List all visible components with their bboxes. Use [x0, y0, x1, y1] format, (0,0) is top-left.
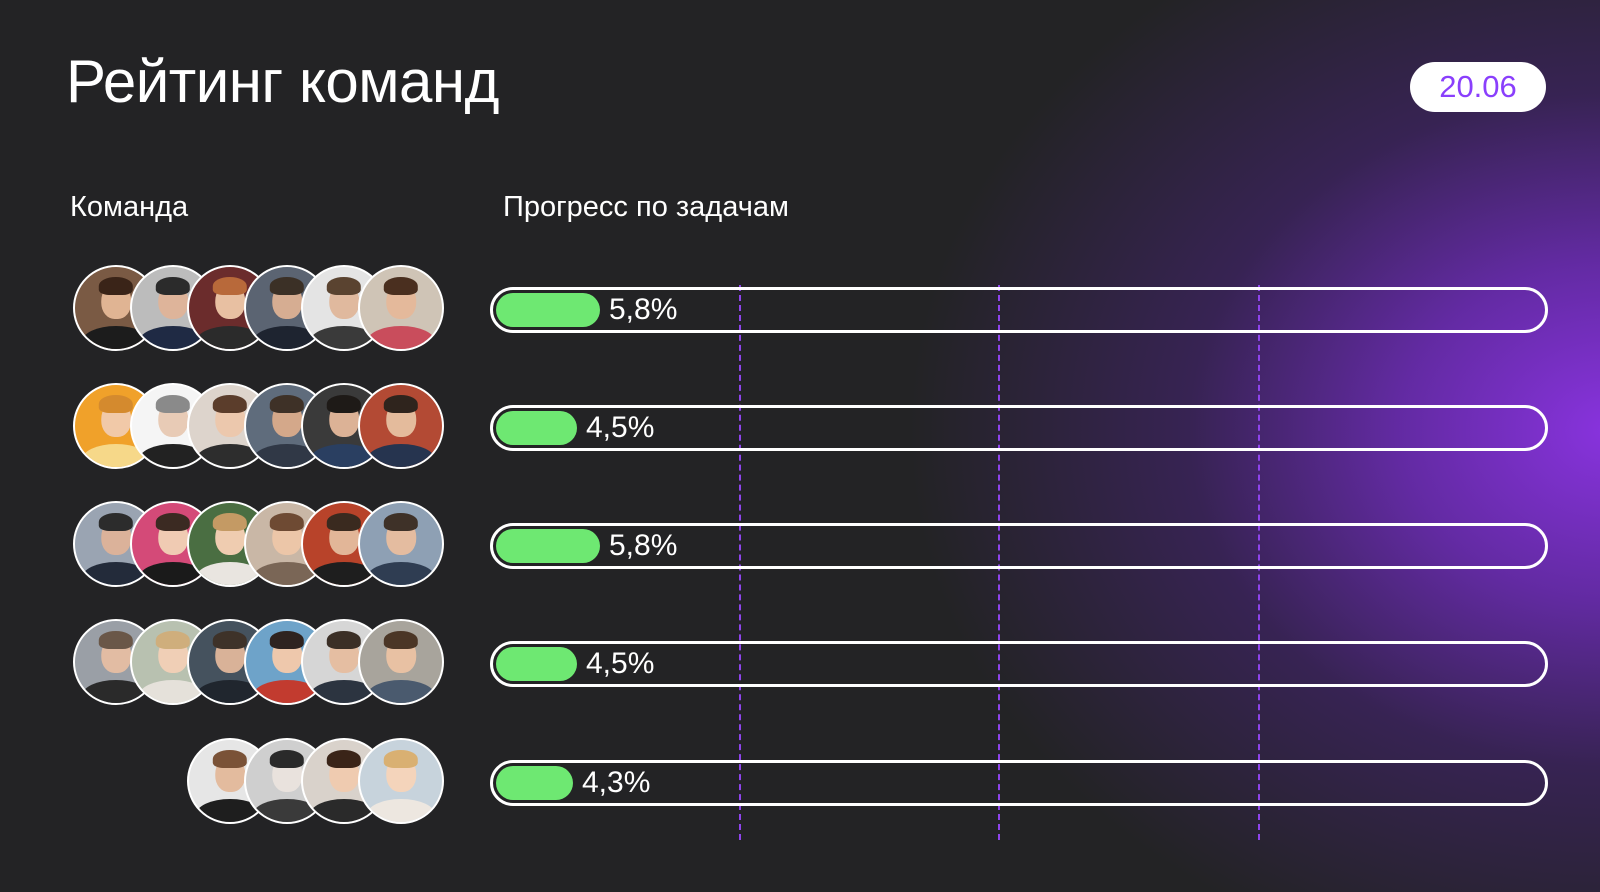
avatar: [358, 738, 444, 824]
team-row: 4,3%: [0, 738, 1600, 834]
progress-column-header: Прогресс по задачам: [503, 191, 789, 223]
avatar: [358, 619, 444, 705]
avatar: [358, 501, 444, 587]
grid-line: [739, 285, 741, 840]
progress-bar-fill: [496, 766, 573, 800]
avatar: [358, 383, 444, 469]
team-column-header: Команда: [70, 191, 189, 223]
avatar: [358, 265, 444, 351]
team-avatars: [73, 619, 444, 709]
progress-percent-label: 4,5%: [586, 411, 655, 444]
progress-percent-label: 4,5%: [586, 647, 655, 680]
progress-percent-label: 5,8%: [609, 529, 678, 562]
team-row: 5,8%: [0, 501, 1600, 597]
page-title: Рейтинг команд: [66, 48, 500, 115]
progress-bar-fill: [496, 647, 577, 681]
team-row: 4,5%: [0, 619, 1600, 715]
progress-bar-fill: [496, 411, 577, 445]
grid-line: [998, 285, 1000, 840]
progress-bar: 4,5%: [490, 405, 1548, 451]
team-avatars: [73, 501, 444, 591]
progress-bar: 5,8%: [490, 523, 1548, 569]
team-row: 4,5%: [0, 383, 1600, 479]
progress-bar-fill: [496, 529, 600, 563]
team-avatars: [187, 738, 444, 828]
progress-percent-label: 5,8%: [609, 293, 678, 326]
date-badge: 20.06: [1410, 62, 1546, 112]
team-row: 5,8%: [0, 265, 1600, 361]
progress-percent-label: 4,3%: [582, 766, 651, 799]
progress-bar: 5,8%: [490, 287, 1548, 333]
progress-bar-fill: [496, 293, 600, 327]
progress-bar: 4,3%: [490, 760, 1548, 806]
team-avatars: [73, 383, 444, 473]
progress-bar: 4,5%: [490, 641, 1548, 687]
team-avatars: [73, 265, 444, 355]
grid-line: [1258, 285, 1260, 840]
avatar: [130, 383, 216, 469]
